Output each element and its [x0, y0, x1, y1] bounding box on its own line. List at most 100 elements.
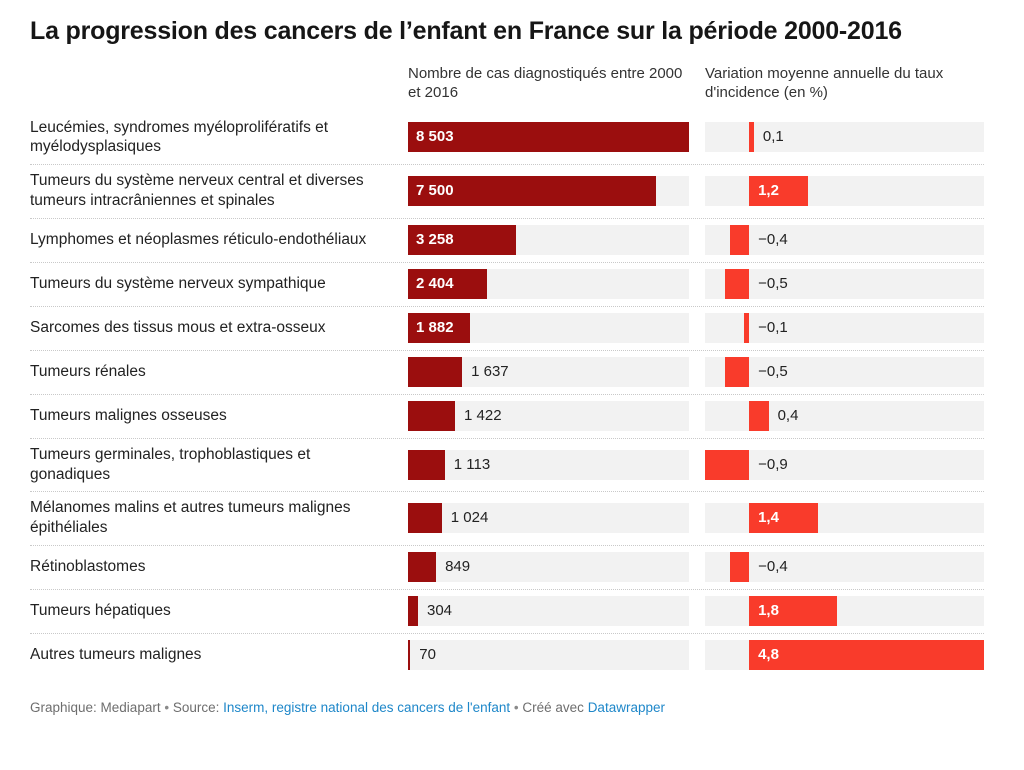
variation-value-label: 1,4: [758, 509, 779, 527]
table-row: Rétinoblastomes 849 −0,4: [30, 546, 984, 591]
cases-bar: [408, 175, 656, 206]
variation-value-label: −0,9: [758, 455, 788, 473]
cases-bar: [408, 503, 442, 534]
table-row: Mélanomes malins et autres tumeurs malig…: [30, 492, 984, 547]
cases-value-label: 2 404: [416, 274, 454, 292]
source-link[interactable]: Inserm, registre national des cancers de…: [223, 700, 511, 716]
category-label: Autres tumeurs malignes: [30, 646, 202, 664]
cases-bar-track: 2 404: [408, 268, 689, 299]
table-row: Tumeurs germinales, trophoblastiques et …: [30, 439, 984, 493]
variation-bar: [749, 596, 838, 627]
category-label: Tumeurs rénales: [30, 362, 146, 380]
variation-column-header: Variation moyenne annuelle du taux d'inc…: [705, 65, 944, 101]
variation-bar: [744, 312, 750, 343]
table-row: Autres tumeurs malignes 70 4,8: [30, 634, 984, 677]
variation-bar: [749, 175, 808, 206]
cases-bar: [408, 552, 437, 583]
table-row: Tumeurs malignes osseuses 1 422 0,4: [30, 395, 984, 439]
variation-value-label: −0,1: [758, 318, 788, 336]
variation-value-label: 1,2: [758, 181, 779, 199]
footer-bullet: •: [164, 700, 170, 716]
variation-bar-track: −0,5: [705, 268, 984, 299]
cases-value-label: 1 024: [450, 509, 489, 527]
variation-value-label: 1,8: [758, 602, 779, 620]
cases-value-label: 1 113: [453, 455, 491, 473]
created-with-label: Créé avec: [522, 700, 584, 716]
cases-value-label: 7 500: [416, 181, 454, 199]
table-row: Tumeurs du système nerveux sympathique 2…: [30, 263, 984, 307]
table-row: Tumeurs du système nerveux central et di…: [30, 165, 984, 219]
cases-bar-track: 3 258: [408, 224, 689, 255]
column-headers: Nombre de cas diagnostiqués entre 2000 e…: [30, 65, 984, 103]
page-title: La progression des cancers de l’enfant e…: [30, 17, 902, 45]
category-label: Tumeurs du système nerveux sympathique: [30, 274, 326, 292]
cases-value-label: 849: [445, 558, 471, 576]
variation-bar-track: 1,4: [705, 503, 984, 534]
cases-bar-track: 7 500: [408, 175, 689, 206]
variation-bar-track: −0,4: [705, 224, 984, 255]
cases-bar-track: 70: [408, 640, 689, 671]
variation-bar-track: 1,2: [705, 175, 984, 206]
variation-value-label: −0,5: [758, 274, 788, 292]
category-label: Tumeurs germinales, trophoblastiques et …: [30, 445, 311, 483]
variation-bar: [729, 552, 750, 583]
cases-value-label: 3 258: [416, 230, 454, 248]
variation-bar: [729, 224, 750, 255]
chart-footer: Graphique: Mediapart • Source: Inserm, r…: [30, 700, 984, 715]
variation-bar-track: 4,8: [705, 640, 984, 671]
category-label: Lymphomes et néoplasmes réticulo-endothé…: [30, 230, 367, 248]
cases-bar: [408, 224, 516, 255]
footer-bullet: •: [513, 700, 519, 716]
cases-bar-track: 1 882: [408, 312, 689, 343]
byline: Graphique: Mediapart: [30, 700, 161, 716]
chart-rows: Leucémies, syndromes myéloprolifératifs …: [30, 112, 984, 678]
variation-bar-track: −0,1: [705, 312, 984, 343]
table-row: Tumeurs hépatiques 304 1,8: [30, 590, 984, 635]
cases-bar-track: 1 637: [408, 356, 689, 387]
cases-value-label: 304: [427, 602, 453, 620]
variation-bar: [749, 400, 769, 431]
cases-bar: [408, 312, 471, 343]
cases-bar: [408, 640, 411, 671]
variation-bar: [749, 122, 754, 153]
variation-bar-track: 0,4: [705, 400, 984, 431]
table-row: Tumeurs rénales 1 637 −0,5: [30, 351, 984, 395]
cases-column-header: Nombre de cas diagnostiqués entre 2000 e…: [408, 65, 683, 101]
variation-bar: [749, 503, 818, 534]
variation-value-label: −0,4: [758, 230, 788, 248]
source-prefix: Source:: [172, 700, 220, 716]
cases-value-label: 1 422: [464, 406, 502, 424]
variation-bar: [724, 356, 750, 387]
variation-value-label: 0,4: [777, 406, 799, 424]
variation-bar: [749, 640, 984, 671]
table-row: Lymphomes et néoplasmes réticulo-endothé…: [30, 219, 984, 263]
variation-bar-track: −0,5: [705, 356, 984, 387]
cases-bar: [408, 122, 689, 153]
cases-bar-track: 1 113: [408, 449, 689, 480]
variation-bar: [724, 268, 750, 299]
category-label: Sarcomes des tissus mous et extra-osseux: [30, 318, 326, 336]
category-label: Tumeurs malignes osseuses: [30, 406, 227, 424]
cases-bar: [408, 596, 418, 627]
table-row: Sarcomes des tissus mous et extra-osseux…: [30, 307, 984, 351]
cases-bar: [408, 449, 445, 480]
category-label: Rétinoblastomes: [30, 558, 146, 576]
table-row: Leucémies, syndromes myéloprolifératifs …: [30, 112, 984, 166]
cases-bar-track: 1 024: [408, 503, 689, 534]
cases-bar-track: 8 503: [408, 122, 689, 153]
variation-value-label: −0,5: [758, 362, 788, 380]
variation-bar-track: −0,4: [705, 552, 984, 583]
variation-bar-track: −0,9: [705, 449, 984, 480]
variation-bar-track: 1,8: [705, 596, 984, 627]
cases-bar-track: 849: [408, 552, 689, 583]
variation-bar-track: 0,1: [705, 122, 984, 153]
datawrapper-link[interactable]: Datawrapper: [587, 700, 665, 716]
cases-bar: [408, 400, 455, 431]
cases-bar-track: 1 422: [408, 400, 689, 431]
variation-value-label: 0,1: [762, 128, 784, 146]
category-label: Tumeurs hépatiques: [30, 602, 171, 620]
category-label: Mélanomes malins et autres tumeurs malig…: [30, 499, 351, 537]
category-label: Leucémies, syndromes myéloprolifératifs …: [30, 118, 329, 156]
cases-bar-track: 304: [408, 596, 689, 627]
